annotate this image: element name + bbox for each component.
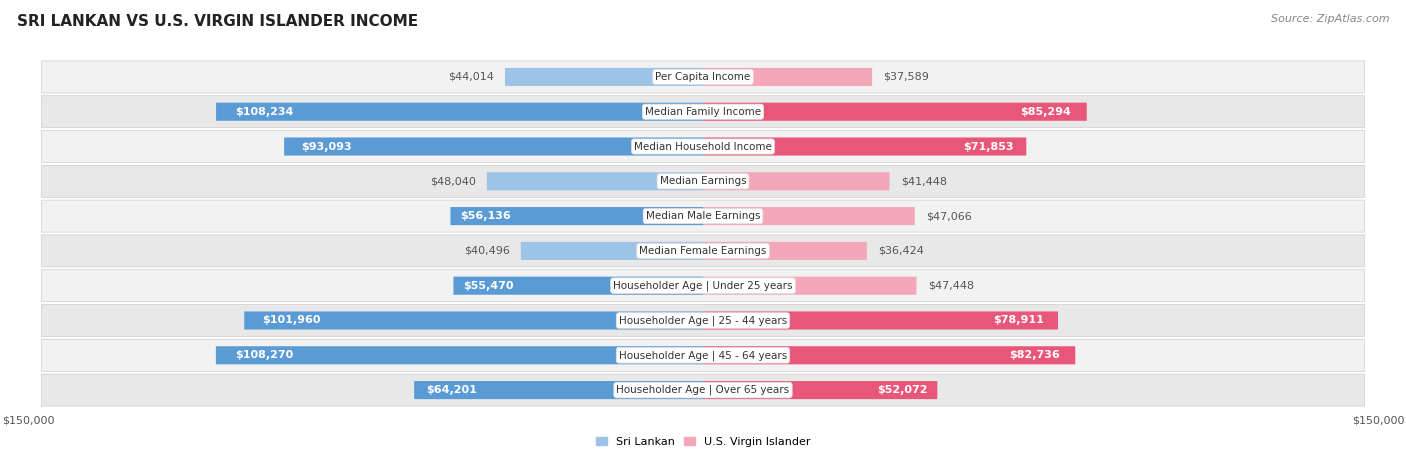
Text: $47,448: $47,448 (928, 281, 974, 290)
Text: Median Male Earnings: Median Male Earnings (645, 211, 761, 221)
FancyBboxPatch shape (42, 269, 1364, 302)
Text: $40,496: $40,496 (464, 246, 509, 256)
FancyBboxPatch shape (486, 172, 703, 191)
Text: Median Family Income: Median Family Income (645, 107, 761, 117)
Text: $36,424: $36,424 (879, 246, 924, 256)
FancyBboxPatch shape (42, 340, 1364, 371)
Text: Median Household Income: Median Household Income (634, 142, 772, 151)
Text: $55,470: $55,470 (464, 281, 515, 290)
FancyBboxPatch shape (505, 68, 703, 86)
FancyBboxPatch shape (453, 276, 703, 295)
FancyBboxPatch shape (217, 346, 703, 364)
FancyBboxPatch shape (703, 311, 1059, 330)
Legend: Sri Lankan, U.S. Virgin Islander: Sri Lankan, U.S. Virgin Islander (592, 432, 814, 452)
Text: $56,136: $56,136 (461, 211, 512, 221)
Text: $82,736: $82,736 (1010, 350, 1060, 360)
Text: Median Female Earnings: Median Female Earnings (640, 246, 766, 256)
FancyBboxPatch shape (703, 276, 917, 295)
FancyBboxPatch shape (284, 137, 703, 156)
FancyBboxPatch shape (42, 165, 1364, 198)
Text: SRI LANKAN VS U.S. VIRGIN ISLANDER INCOME: SRI LANKAN VS U.S. VIRGIN ISLANDER INCOM… (17, 14, 418, 29)
Text: $64,201: $64,201 (426, 385, 477, 395)
FancyBboxPatch shape (703, 381, 938, 399)
FancyBboxPatch shape (703, 172, 890, 191)
FancyBboxPatch shape (703, 68, 872, 86)
Text: $108,234: $108,234 (236, 107, 294, 117)
Text: Householder Age | Over 65 years: Householder Age | Over 65 years (616, 385, 790, 396)
FancyBboxPatch shape (42, 200, 1364, 232)
FancyBboxPatch shape (42, 304, 1364, 337)
Text: $85,294: $85,294 (1021, 107, 1071, 117)
Text: Median Earnings: Median Earnings (659, 177, 747, 186)
Text: $47,066: $47,066 (927, 211, 972, 221)
Text: $37,589: $37,589 (883, 72, 929, 82)
FancyBboxPatch shape (520, 242, 703, 260)
FancyBboxPatch shape (245, 311, 703, 330)
Text: $93,093: $93,093 (301, 142, 352, 151)
FancyBboxPatch shape (42, 235, 1364, 267)
Text: $78,911: $78,911 (993, 316, 1043, 325)
Text: $48,040: $48,040 (430, 177, 475, 186)
Text: Per Capita Income: Per Capita Income (655, 72, 751, 82)
FancyBboxPatch shape (703, 103, 1087, 121)
Text: Householder Age | 25 - 44 years: Householder Age | 25 - 44 years (619, 315, 787, 326)
FancyBboxPatch shape (217, 103, 703, 121)
FancyBboxPatch shape (42, 96, 1364, 127)
FancyBboxPatch shape (42, 130, 1364, 163)
FancyBboxPatch shape (450, 207, 703, 225)
Text: $71,853: $71,853 (963, 142, 1014, 151)
Text: Source: ZipAtlas.com: Source: ZipAtlas.com (1271, 14, 1389, 24)
FancyBboxPatch shape (703, 346, 1076, 364)
Text: $101,960: $101,960 (263, 316, 321, 325)
FancyBboxPatch shape (415, 381, 703, 399)
Text: Householder Age | Under 25 years: Householder Age | Under 25 years (613, 281, 793, 291)
Text: $52,072: $52,072 (877, 385, 928, 395)
Text: $108,270: $108,270 (235, 350, 294, 360)
Text: Householder Age | 45 - 64 years: Householder Age | 45 - 64 years (619, 350, 787, 361)
Text: $44,014: $44,014 (449, 72, 494, 82)
FancyBboxPatch shape (42, 374, 1364, 406)
Text: $41,448: $41,448 (901, 177, 946, 186)
FancyBboxPatch shape (703, 137, 1026, 156)
FancyBboxPatch shape (703, 207, 915, 225)
FancyBboxPatch shape (42, 61, 1364, 93)
FancyBboxPatch shape (703, 242, 868, 260)
